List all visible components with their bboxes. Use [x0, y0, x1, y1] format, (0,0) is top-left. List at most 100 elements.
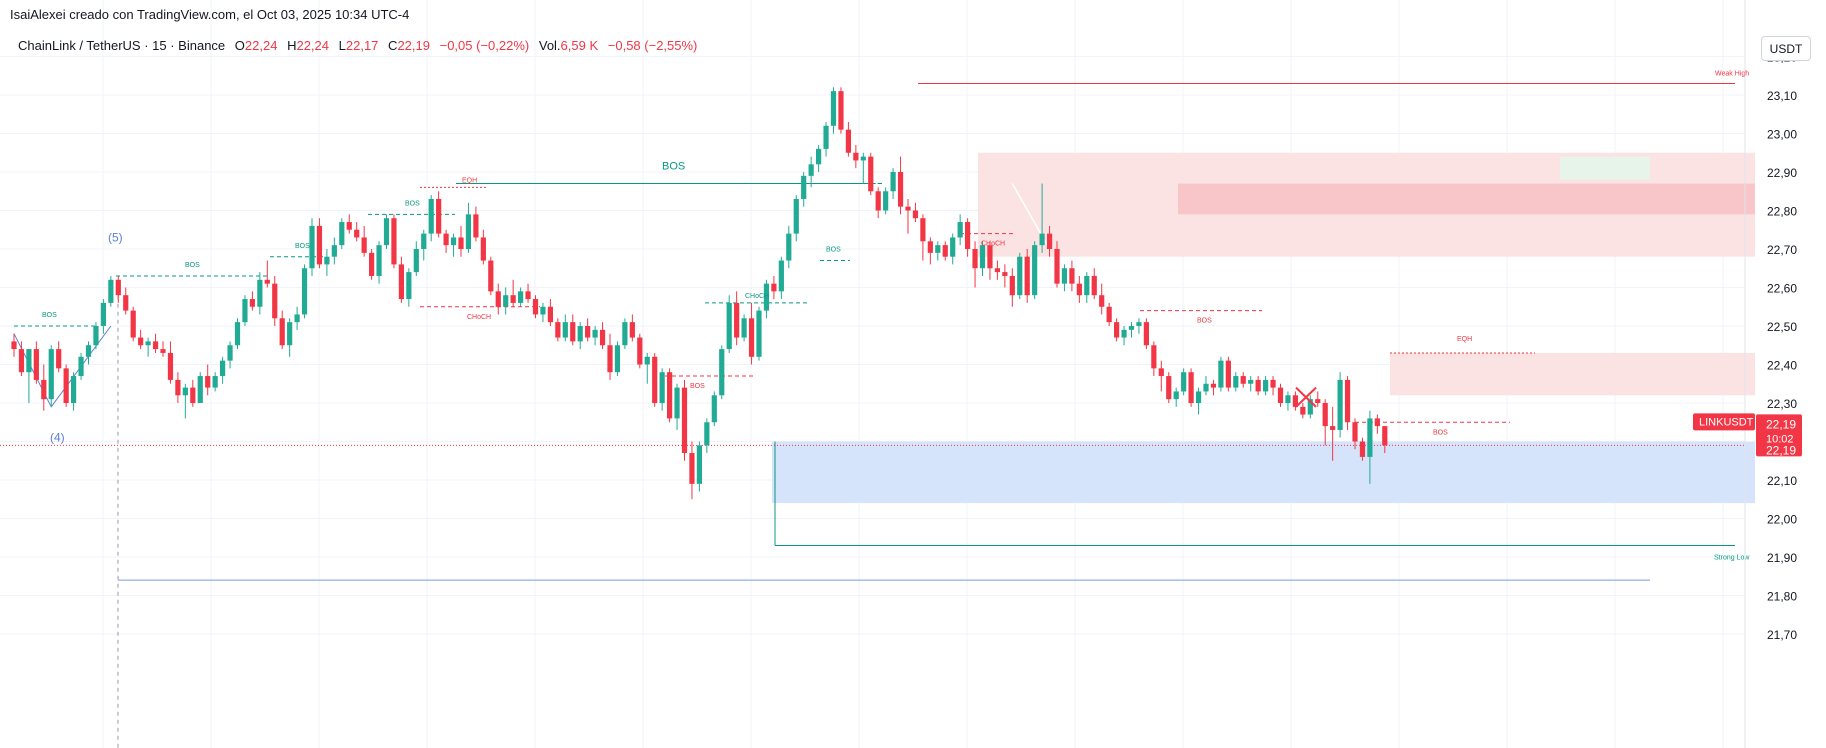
- candle[interactable]: [227, 341, 233, 369]
- candle[interactable]: [160, 341, 166, 357]
- candle[interactable]: [1337, 372, 1343, 438]
- candle[interactable]: [48, 345, 54, 407]
- candle[interactable]: [667, 368, 673, 423]
- candle[interactable]: [696, 441, 702, 492]
- candle[interactable]: [1017, 252, 1023, 300]
- candle[interactable]: [1039, 183, 1045, 253]
- candle[interactable]: [41, 364, 47, 411]
- candle[interactable]: [1277, 383, 1284, 407]
- candle[interactable]: [234, 318, 241, 350]
- candle[interactable]: [257, 272, 263, 315]
- candle[interactable]: [26, 349, 32, 403]
- candle[interactable]: [18, 341, 25, 377]
- candle[interactable]: [830, 87, 837, 134]
- candle[interactable]: [1158, 360, 1164, 392]
- candle[interactable]: [458, 225, 464, 257]
- candle[interactable]: [1248, 376, 1254, 392]
- candle[interactable]: [652, 352, 658, 407]
- candle[interactable]: [85, 341, 92, 365]
- candle[interactable]: [1106, 302, 1112, 326]
- candle[interactable]: [115, 275, 121, 303]
- candle[interactable]: [383, 214, 390, 249]
- candle[interactable]: [890, 168, 896, 199]
- candle[interactable]: [1263, 376, 1269, 396]
- candle[interactable]: [1255, 376, 1261, 396]
- candle[interactable]: [197, 372, 203, 403]
- candle[interactable]: [436, 191, 442, 238]
- candle[interactable]: [71, 372, 77, 411]
- candle[interactable]: [316, 218, 323, 269]
- candle[interactable]: [1091, 268, 1097, 300]
- candle[interactable]: [212, 372, 218, 392]
- candle[interactable]: [786, 225, 792, 269]
- candle[interactable]: [927, 237, 933, 265]
- candle[interactable]: [875, 187, 881, 219]
- candle[interactable]: [138, 329, 144, 350]
- candle[interactable]: [1143, 318, 1149, 350]
- candle[interactable]: [346, 214, 352, 234]
- candle[interactable]: [1046, 225, 1053, 257]
- candle[interactable]: [450, 233, 457, 257]
- candle[interactable]: [78, 352, 84, 380]
- candle[interactable]: [1330, 406, 1336, 461]
- candles[interactable]: [11, 87, 1388, 500]
- candle[interactable]: [1307, 395, 1313, 419]
- candle[interactable]: [674, 383, 680, 430]
- candle[interactable]: [443, 229, 449, 253]
- candle[interactable]: [123, 287, 129, 315]
- candle[interactable]: [1374, 414, 1380, 434]
- candle[interactable]: [965, 218, 971, 257]
- candle[interactable]: [1240, 372, 1246, 388]
- candle[interactable]: [957, 214, 963, 246]
- candle[interactable]: [1121, 326, 1127, 346]
- candle[interactable]: [376, 241, 382, 284]
- candle[interactable]: [167, 341, 174, 384]
- candle[interactable]: [1136, 318, 1142, 334]
- candle[interactable]: [339, 218, 345, 249]
- candle[interactable]: [659, 368, 665, 411]
- candle[interactable]: [979, 241, 986, 276]
- candle[interactable]: [242, 295, 248, 326]
- candle[interactable]: [1344, 376, 1351, 430]
- candle[interactable]: [93, 322, 99, 350]
- candle[interactable]: [920, 214, 926, 261]
- candle[interactable]: [950, 233, 956, 265]
- candle[interactable]: [629, 314, 635, 342]
- candle[interactable]: [1002, 264, 1008, 288]
- symbol-title[interactable]: ChainLink / TetherUS · 15 · Binance: [18, 38, 226, 53]
- candle[interactable]: [1285, 391, 1291, 411]
- candle[interactable]: [853, 145, 859, 169]
- candle[interactable]: [1069, 260, 1075, 292]
- candle[interactable]: [540, 302, 546, 323]
- candle[interactable]: [1099, 283, 1105, 315]
- candle[interactable]: [532, 295, 539, 319]
- candle[interactable]: [421, 229, 427, 261]
- candle[interactable]: [711, 391, 717, 427]
- candle[interactable]: [599, 322, 606, 350]
- candle[interactable]: [1359, 437, 1366, 461]
- candle[interactable]: [1322, 399, 1328, 446]
- candle[interactable]: [63, 364, 69, 407]
- candle[interactable]: [190, 379, 196, 407]
- candle[interactable]: [883, 187, 889, 215]
- candle[interactable]: [734, 291, 740, 346]
- candle[interactable]: [622, 318, 628, 350]
- candle[interactable]: [987, 241, 993, 280]
- candle[interactable]: [518, 287, 524, 307]
- candle[interactable]: [1367, 410, 1373, 484]
- candle[interactable]: [56, 341, 62, 373]
- candle[interactable]: [361, 225, 367, 257]
- candle[interactable]: [331, 237, 337, 265]
- candle[interactable]: [465, 202, 472, 253]
- candle[interactable]: [1009, 268, 1015, 307]
- candle[interactable]: [287, 318, 293, 357]
- candle[interactable]: [771, 275, 777, 300]
- candle[interactable]: [1233, 372, 1239, 392]
- candle[interactable]: [1225, 356, 1231, 392]
- candle[interactable]: [1076, 275, 1082, 303]
- candle[interactable]: [808, 156, 814, 188]
- candle[interactable]: [1151, 341, 1157, 377]
- candle[interactable]: [398, 256, 404, 303]
- candle[interactable]: [1054, 241, 1060, 288]
- candle[interactable]: [823, 121, 829, 157]
